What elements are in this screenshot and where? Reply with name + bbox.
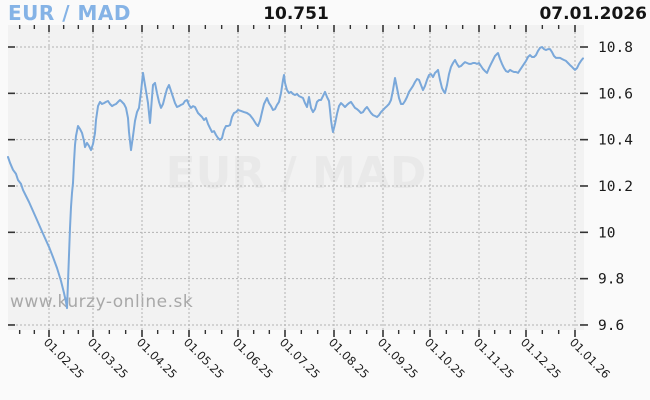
x-axis-label: 01.12.25 bbox=[518, 335, 564, 381]
y-axis-label: 9.6 bbox=[598, 318, 624, 334]
current-rate-value: 10.751 bbox=[263, 4, 329, 24]
x-axis-label: 01.09.25 bbox=[375, 335, 421, 381]
y-axis-label: 10.8 bbox=[598, 40, 633, 56]
x-axis-label: 01.03.25 bbox=[85, 335, 131, 381]
x-axis-label: 01.07.25 bbox=[277, 335, 323, 381]
x-axis-label: 01.05.25 bbox=[181, 335, 227, 381]
y-axis-label: 10.2 bbox=[598, 179, 633, 195]
watermark-site-url: www.kurzy-online.sk bbox=[10, 292, 193, 312]
watermark-pair-name: EUR / MAD bbox=[166, 148, 427, 199]
y-axis-label: 10 bbox=[598, 225, 615, 241]
plot-area bbox=[8, 25, 584, 330]
x-axis-label: 01.06.25 bbox=[230, 335, 276, 381]
x-axis-label: 01.01.26 bbox=[567, 335, 613, 381]
x-axis-label: 01.11.25 bbox=[471, 335, 517, 381]
y-axis-label: 10.6 bbox=[598, 86, 633, 102]
x-axis-label: 01.04.25 bbox=[134, 335, 180, 381]
x-axis-label: 01.10.25 bbox=[422, 335, 468, 381]
y-axis-label: 9.8 bbox=[598, 272, 624, 288]
price-line bbox=[7, 46, 584, 310]
pair-title: EUR / MAD bbox=[8, 1, 132, 25]
y-axis-label: 10.4 bbox=[598, 133, 633, 149]
x-axis-label: 01.02.25 bbox=[41, 335, 87, 381]
x-axis-label: 01.08.25 bbox=[326, 335, 372, 381]
current-rate-date: 07.01.2026 bbox=[539, 4, 647, 24]
